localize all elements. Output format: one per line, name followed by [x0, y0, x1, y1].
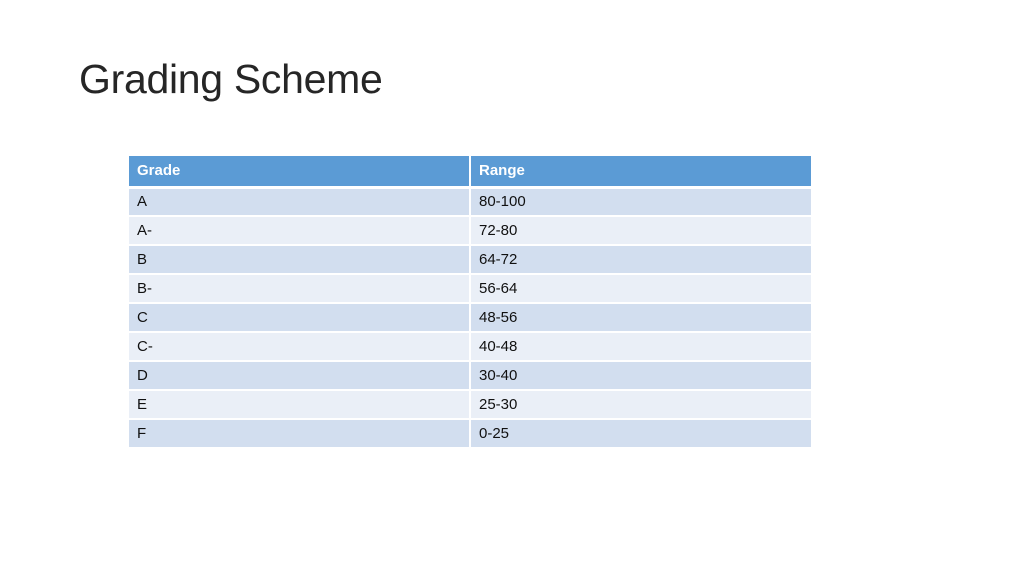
range-cell: 40-48	[470, 332, 811, 362]
table-row: A- 72-80	[129, 216, 811, 246]
grade-cell: C-	[129, 332, 471, 362]
range-cell: 56-64	[470, 274, 811, 304]
grading-table: Grade Range A 80-100 A- 72-80 B 64-72 B-…	[129, 156, 811, 449]
grade-cell: F	[129, 419, 471, 449]
range-cell: 30-40	[470, 361, 811, 391]
grade-cell: A	[129, 187, 471, 217]
grade-cell: D	[129, 361, 471, 391]
column-header-grade: Grade	[129, 156, 471, 189]
table-row: D 30-40	[129, 361, 811, 391]
table-row: F 0-25	[129, 419, 811, 449]
range-cell: 0-25	[470, 419, 811, 449]
table-row: A 80-100	[129, 187, 811, 217]
column-header-range: Range	[470, 156, 811, 189]
range-cell: 80-100	[470, 187, 811, 217]
grade-cell: E	[129, 390, 471, 420]
range-cell: 25-30	[470, 390, 811, 420]
table-row: E 25-30	[129, 390, 811, 420]
grade-cell: B-	[129, 274, 471, 304]
table-row: B 64-72	[129, 245, 811, 275]
table-row: C- 40-48	[129, 332, 811, 362]
page-title: Grading Scheme	[79, 56, 383, 102]
table-row: C 48-56	[129, 303, 811, 333]
range-cell: 72-80	[470, 216, 811, 246]
range-cell: 64-72	[470, 245, 811, 275]
range-cell: 48-56	[470, 303, 811, 333]
table-header-row: Grade Range	[129, 156, 811, 189]
grade-cell: C	[129, 303, 471, 333]
grade-cell: A-	[129, 216, 471, 246]
table-row: B- 56-64	[129, 274, 811, 304]
grade-cell: B	[129, 245, 471, 275]
